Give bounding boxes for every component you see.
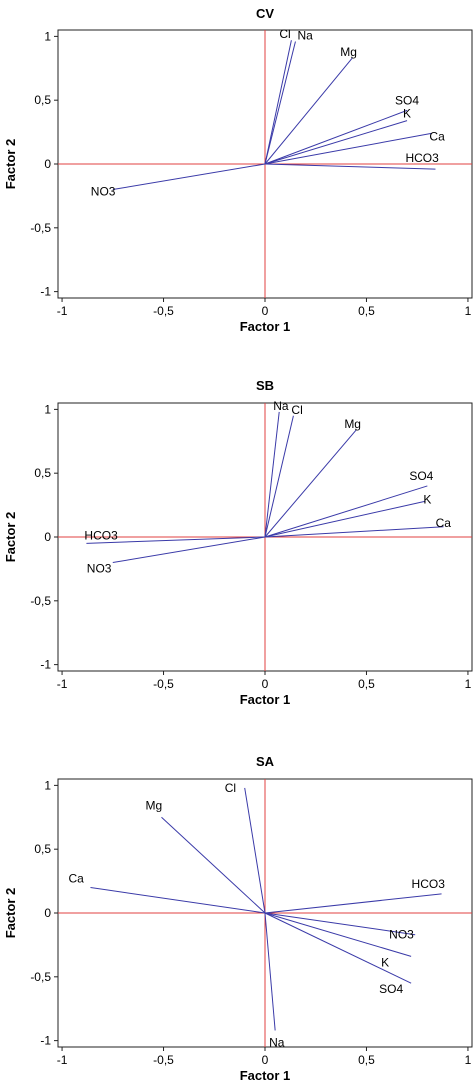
x-tick-label: 1	[465, 304, 472, 318]
x-tick-label: 1	[465, 1053, 472, 1067]
y-tick-label: -0,5	[30, 970, 51, 984]
vector-label-so4: SO4	[409, 469, 433, 483]
vector-label-cl: Cl	[279, 27, 290, 41]
vector-na	[264, 411, 280, 538]
y-tick-label: 0	[44, 530, 51, 544]
vector-k	[264, 500, 426, 538]
vector-no3	[112, 536, 266, 564]
chart-panel-cv: CV -1 -0,5 0 0,5 1 1 0,5 0 -0,5 -1 Factor 1 Factor 2…	[3, 6, 473, 334]
vector-label-cl: Cl	[291, 403, 302, 417]
vector-na	[264, 912, 276, 1031]
x-tick-label: 0,5	[358, 304, 375, 318]
vector-label-hco3: HCO3	[84, 528, 118, 542]
y-axis-label: Factor 2	[3, 139, 18, 190]
vector-cl	[264, 415, 294, 538]
chart-panel-sa: SA -1 -0,5 0 0,5 1 1 0,5 0 -0,5 -1 Factor 1 Factor 2…	[3, 754, 473, 1083]
vector-label-hco3: HCO3	[412, 877, 446, 891]
y-tick-label: 0	[44, 906, 51, 920]
vector-mg	[264, 57, 353, 165]
vector-so4	[264, 109, 408, 165]
x-axis-label: Factor 1	[240, 319, 291, 334]
vector-ca	[90, 886, 266, 914]
vector-label-na: Na	[273, 399, 289, 413]
y-tick-label: 0,5	[34, 93, 51, 107]
vector-label-no3: NO3	[91, 185, 116, 199]
vector-label-so4: SO4	[395, 93, 419, 107]
vector-label-cl: Cl	[225, 781, 236, 795]
y-tick-label: -1	[40, 658, 51, 672]
chart-title: CV	[256, 6, 274, 21]
x-tick-label: 0	[262, 1053, 269, 1067]
vector-mg	[264, 429, 357, 538]
y-tick-label: -1	[40, 1034, 51, 1048]
x-tick-label: -0,5	[153, 677, 174, 691]
vector-so4	[264, 485, 428, 538]
vector-na	[264, 41, 296, 165]
y-tick-label: -0,5	[30, 221, 51, 235]
vector-label-hco3: HCO3	[405, 151, 439, 165]
vector-label-mg: Mg	[146, 798, 163, 812]
vector-ca	[264, 526, 444, 538]
vector-label-na: Na	[297, 28, 313, 42]
vector-label-no3: NO3	[87, 562, 112, 576]
vector-label-so4: SO4	[379, 982, 403, 996]
y-axis-label: Factor 2	[3, 888, 18, 939]
y-tick-label: -1	[40, 285, 51, 299]
y-axis-label: Factor 2	[3, 512, 18, 563]
x-tick-label: -1	[57, 677, 68, 691]
vector-no3	[264, 912, 416, 936]
chart-title: SA	[256, 754, 275, 769]
x-tick-label: -1	[57, 304, 68, 318]
x-tick-label: 0	[262, 304, 269, 318]
y-tick-label: 0	[44, 157, 51, 171]
y-tick-label: 1	[44, 778, 51, 792]
vector-cl	[264, 40, 292, 165]
vector-label-k: K	[403, 107, 411, 121]
x-axis-label: Factor 1	[240, 1068, 291, 1083]
vector-no3	[112, 163, 266, 191]
vector-k	[264, 912, 412, 957]
vector-label-ca: Ca	[436, 516, 452, 530]
vector-label-ca: Ca	[429, 129, 445, 143]
vector-so4	[264, 912, 412, 984]
x-tick-label: -0,5	[153, 1053, 174, 1067]
y-tick-label: 1	[44, 29, 51, 43]
vector-label-k: K	[423, 492, 431, 506]
vector-cl	[244, 787, 266, 914]
y-tick-label: -0,5	[30, 594, 51, 608]
y-tick-label: 1	[44, 402, 51, 416]
vector-label-ca: Ca	[68, 871, 84, 885]
vector-label-mg: Mg	[344, 417, 361, 431]
vector-label-mg: Mg	[340, 45, 357, 59]
vector-hco3	[264, 163, 436, 170]
vector-label-no3: NO3	[389, 928, 414, 942]
y-tick-label: 0,5	[34, 842, 51, 856]
x-tick-label: 1	[465, 677, 472, 691]
x-tick-label: 0,5	[358, 677, 375, 691]
chart-panel-sb: SB -1 -0,5 0 0,5 1 1 0,5 0 -0,5 -1 Factor 1 Factor 2…	[3, 378, 473, 707]
x-axis-label: Factor 1	[240, 692, 291, 707]
x-tick-label: -1	[57, 1053, 68, 1067]
x-tick-label: 0	[262, 677, 269, 691]
chart-title: SB	[256, 378, 274, 393]
x-tick-label: -0,5	[153, 304, 174, 318]
vector-k	[264, 120, 408, 165]
vector-ca	[264, 132, 432, 165]
vector-label-k: K	[381, 955, 389, 969]
vector-label-na: Na	[269, 1035, 285, 1049]
x-tick-label: 0,5	[358, 1053, 375, 1067]
vector-hco3	[264, 893, 442, 914]
vector-mg	[161, 816, 266, 914]
vector-hco3	[86, 536, 266, 544]
y-tick-label: 0,5	[34, 466, 51, 480]
